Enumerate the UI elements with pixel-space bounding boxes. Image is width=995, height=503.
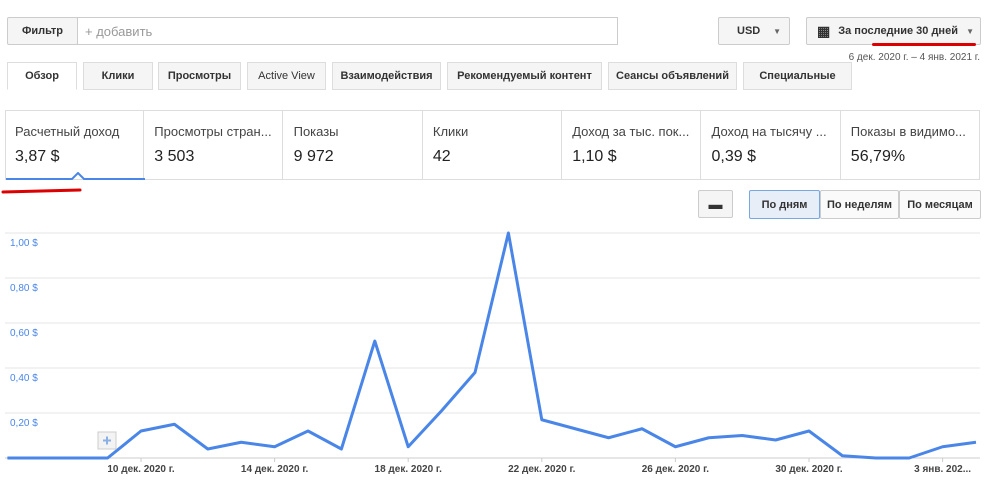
dropdown-arrow: ▼ [966,26,974,36]
granularity-button[interactable]: По месяцам [899,190,981,219]
tab[interactable]: Обзор [7,62,77,90]
currency-select[interactable]: USD ▼ [718,17,790,45]
metric-card[interactable]: Расчетный доход 3,87 $ [5,110,144,180]
chart: 0,20 $ 0,40 $ 0,60 $ 0,80 $ 1,00 $ 10 дек. 20… [5,231,980,475]
tab[interactable]: Сеансы объявлений [608,62,737,90]
metric-card[interactable]: Клики 42 [423,110,562,180]
calendar-icon: ▦ [817,22,831,39]
metric-card[interactable]: Показы в видимо... 56,79% [841,110,980,180]
x-tick-label: 30 дек. 2020 г. [775,464,843,475]
y-tick-label: 0,40 $ [10,373,38,384]
metrics-panel [5,110,980,180]
metric-label: Показы в видимо... [850,124,966,139]
metric-label: Показы [293,124,339,139]
x-tick-label: 3 янв. 202... [914,464,971,475]
date-range-select[interactable]: ▦ За последние 30 дней ▼ [806,17,981,45]
red-underline [872,43,976,46]
metric-value: 56,79% [850,148,906,165]
tab[interactable]: Клики [83,62,153,90]
annotation-plus [103,436,111,445]
metric-value: 3,87 $ [15,148,60,165]
tab[interactable]: Active View [247,62,326,90]
granularity-button[interactable]: По дням [749,190,820,219]
metric-value: 1,10 $ [572,148,617,165]
metric-card[interactable]: Просмотры стран... 3 503 [144,110,284,180]
metric-label: Просмотры стран... [154,124,272,139]
granularity-button[interactable]: По неделям [820,190,899,219]
y-tick-label: 0,20 $ [10,418,38,429]
x-tick-label: 14 дек. 2020 г. [241,464,309,475]
tab[interactable]: Рекомендуемый контент [447,62,602,90]
metric-card[interactable]: Доход на тысячу ... 0,39 $ [702,110,841,180]
metric-label: Клики [432,124,469,139]
x-tick-label: 10 дек. 2020 г. [107,464,175,475]
metric-label: Доход за тыс. пок... [572,124,690,139]
y-tick-label: 0,60 $ [10,328,38,339]
metric-label: Расчетный доход [15,124,120,139]
y-tick-label: 0,80 $ [10,283,38,294]
filter-input[interactable]: + добавить [77,17,618,45]
x-tick-label: 26 дек. 2020 г. [642,464,710,475]
line-series [7,231,977,460]
tab[interactable]: Специальные [743,62,852,90]
metric-value: 0,39 $ [711,148,756,165]
date-caption: 6 дек. 2020 г. – 4 янв. 2021 г. [848,52,980,63]
currency-label: USD [737,25,761,37]
metric-value: 9 972 [293,148,334,165]
date-range-label: За последние 30 дней [838,25,958,37]
x-tick-label: 22 дек. 2020 г. [508,464,576,475]
filter-button[interactable]: Фильтр [7,17,78,45]
metric-card[interactable]: Доход за тыс. пок... 1,10 $ [562,110,702,180]
metric-value: 3 503 [154,148,195,165]
x-tick-label: 18 дек. 2020 г. [375,464,443,475]
dropdown-arrow: ▼ [773,26,781,36]
active-indicator [1,172,145,194]
annotation-button[interactable]: ▬ [698,190,733,218]
tab[interactable]: Просмотры [158,62,241,90]
metric-card[interactable]: Показы 9 972 [284,110,423,180]
metric-label: Доход на тысячу ... [711,124,827,139]
y-tick-label: 1,00 $ [10,238,38,249]
metric-value: 42 [432,148,451,165]
tab[interactable]: Взаимодействия [332,62,441,90]
